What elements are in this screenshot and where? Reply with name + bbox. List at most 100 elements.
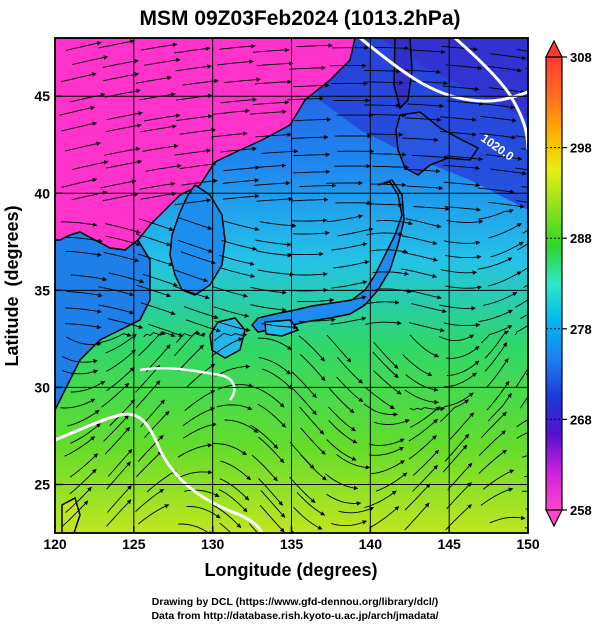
streamline bbox=[223, 220, 260, 232]
streamline bbox=[137, 434, 164, 462]
credit-line-2: Data from http://database.rish.kyoto-u.a… bbox=[151, 610, 438, 622]
streamline bbox=[174, 198, 212, 206]
streamline bbox=[402, 251, 439, 262]
streamline bbox=[173, 330, 201, 357]
streamline bbox=[408, 322, 445, 333]
streamline bbox=[488, 223, 522, 239]
streamline bbox=[255, 239, 292, 247]
colorbar-tick-label: 258 bbox=[570, 503, 592, 518]
streamline bbox=[105, 123, 142, 133]
x-tick-label: 145 bbox=[437, 536, 461, 552]
streamline bbox=[98, 39, 135, 49]
streamline bbox=[446, 346, 480, 359]
streamline bbox=[258, 436, 285, 464]
x-axis-ticks: 120 125 130 135 140 145 150 bbox=[43, 526, 540, 552]
streamline bbox=[480, 115, 517, 123]
streamline bbox=[106, 111, 143, 121]
streamline bbox=[103, 72, 140, 82]
streamline bbox=[181, 178, 218, 186]
streamline bbox=[411, 303, 447, 314]
streamline bbox=[291, 371, 317, 399]
streamline bbox=[445, 504, 472, 531]
streamline bbox=[135, 488, 165, 513]
streamline bbox=[212, 286, 248, 298]
streamline bbox=[330, 295, 367, 304]
streamline bbox=[66, 409, 100, 427]
streamline bbox=[477, 187, 515, 194]
colorbar: 258 268 278 288 298 308 bbox=[545, 39, 592, 528]
streamline bbox=[103, 252, 140, 263]
x-tick-label: 140 bbox=[359, 536, 383, 552]
streamline bbox=[69, 453, 99, 478]
streamline bbox=[479, 132, 517, 140]
streamline bbox=[440, 269, 478, 275]
streamline bbox=[445, 254, 482, 260]
streamline bbox=[136, 450, 163, 478]
streamline bbox=[222, 178, 260, 184]
streamline bbox=[214, 332, 248, 342]
streamline bbox=[299, 183, 337, 188]
streamline bbox=[256, 196, 294, 202]
streamline bbox=[486, 380, 510, 411]
streamline bbox=[291, 197, 329, 202]
map-title: MSM 09Z03Feb2024 (1013.2hPa) bbox=[140, 7, 461, 30]
streamline bbox=[375, 472, 408, 492]
streamline bbox=[145, 163, 182, 172]
streamline bbox=[402, 137, 439, 143]
streamline bbox=[256, 61, 294, 67]
streamline bbox=[250, 424, 279, 449]
streamline bbox=[369, 113, 407, 118]
streamline bbox=[293, 506, 323, 530]
streamline bbox=[404, 483, 431, 511]
streamline bbox=[445, 64, 483, 71]
streamline bbox=[402, 354, 433, 377]
streamline bbox=[107, 448, 133, 477]
streamline bbox=[515, 367, 528, 388]
colorbar-tick-label: 308 bbox=[570, 50, 592, 65]
streamline bbox=[412, 449, 440, 476]
streamline bbox=[72, 160, 109, 170]
streamline bbox=[72, 55, 109, 65]
streamline bbox=[298, 335, 326, 362]
colorbar-tick-label: 278 bbox=[570, 322, 592, 337]
colorbar-tick-label: 288 bbox=[570, 231, 592, 246]
streamline bbox=[366, 202, 403, 208]
y-tick-label: 25 bbox=[34, 476, 50, 492]
streamline bbox=[249, 523, 259, 533]
streamline bbox=[515, 167, 528, 171]
streamline bbox=[145, 344, 171, 373]
streamline bbox=[478, 449, 508, 474]
streamline bbox=[330, 316, 367, 325]
streamline bbox=[447, 100, 484, 106]
taiwan-island bbox=[61, 496, 81, 533]
streamline bbox=[105, 235, 142, 247]
streamline bbox=[185, 319, 221, 333]
streamline bbox=[220, 97, 258, 104]
streamline bbox=[176, 114, 213, 122]
streamline bbox=[411, 154, 449, 160]
streamline bbox=[490, 53, 527, 61]
streamline bbox=[103, 414, 130, 442]
streamline bbox=[446, 360, 480, 376]
streamline bbox=[260, 221, 297, 228]
streamline bbox=[406, 185, 444, 191]
streamline bbox=[405, 374, 439, 392]
streamline bbox=[186, 363, 216, 388]
streamline bbox=[525, 371, 528, 376]
streamline bbox=[66, 291, 103, 298]
y-tick-label: 40 bbox=[34, 185, 50, 201]
streamline bbox=[220, 460, 252, 481]
streamline bbox=[401, 235, 438, 246]
streamline bbox=[373, 341, 399, 369]
streamline bbox=[138, 218, 174, 231]
streamline bbox=[326, 214, 364, 223]
streamline bbox=[175, 64, 212, 72]
streamline bbox=[106, 159, 143, 169]
streamline bbox=[516, 419, 528, 428]
streamline bbox=[516, 49, 528, 52]
streamline bbox=[486, 357, 509, 388]
x-tick-label: 135 bbox=[280, 536, 304, 552]
streamline bbox=[447, 462, 473, 491]
streamline bbox=[336, 454, 371, 470]
isobar-1020-east bbox=[454, 38, 528, 151]
